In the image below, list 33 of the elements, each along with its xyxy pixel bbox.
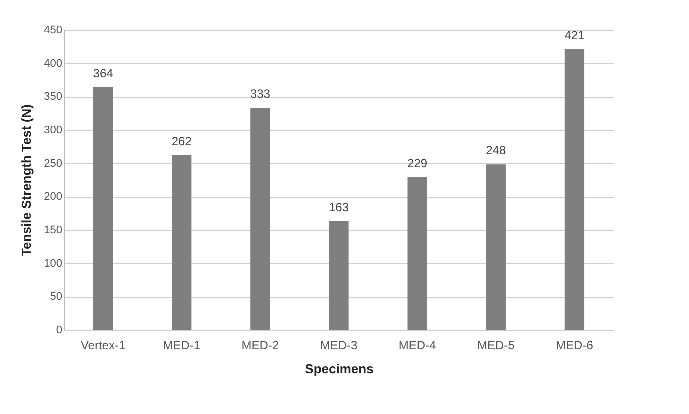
x-tick-label: MED-6 bbox=[556, 338, 594, 352]
y-tick-label: 350 bbox=[44, 91, 62, 104]
data-label: 229 bbox=[408, 156, 428, 170]
data-label: 333 bbox=[250, 87, 271, 101]
bar bbox=[564, 49, 585, 330]
data-label: 262 bbox=[172, 134, 192, 148]
y-tick-label: 450 bbox=[44, 24, 62, 36]
x-tick-label: MED-2 bbox=[242, 338, 280, 352]
x-tick-label: MED-5 bbox=[477, 338, 516, 352]
bar bbox=[172, 155, 192, 330]
y-tick-label: 400 bbox=[44, 58, 62, 70]
y-tick-label: 300 bbox=[44, 124, 62, 136]
x-tick-label: MED-4 bbox=[398, 338, 437, 352]
y-tick-label: 200 bbox=[44, 191, 62, 204]
bar bbox=[486, 164, 506, 330]
y-tick-label: 100 bbox=[44, 258, 62, 270]
y-tick-label: 0 bbox=[56, 324, 62, 336]
bar bbox=[250, 108, 270, 330]
bar bbox=[93, 87, 114, 330]
x-tick-label: MED-3 bbox=[320, 338, 358, 352]
x-tick-label: MED-1 bbox=[163, 338, 201, 352]
data-label: 421 bbox=[564, 28, 586, 42]
data-label: 248 bbox=[486, 144, 506, 158]
y-tick-label: 50 bbox=[50, 291, 62, 304]
y-tick-label: 150 bbox=[44, 224, 62, 236]
x-tick-label: Vertex-1 bbox=[80, 338, 126, 352]
y-axis-title: Tensile Strength Test (N) bbox=[19, 104, 34, 256]
bar bbox=[329, 221, 349, 330]
data-label: 163 bbox=[328, 200, 350, 214]
data-label: 364 bbox=[93, 66, 114, 80]
y-tick-label: 250 bbox=[44, 158, 62, 170]
bar bbox=[408, 177, 428, 330]
x-axis-title: Specimens bbox=[305, 362, 374, 376]
